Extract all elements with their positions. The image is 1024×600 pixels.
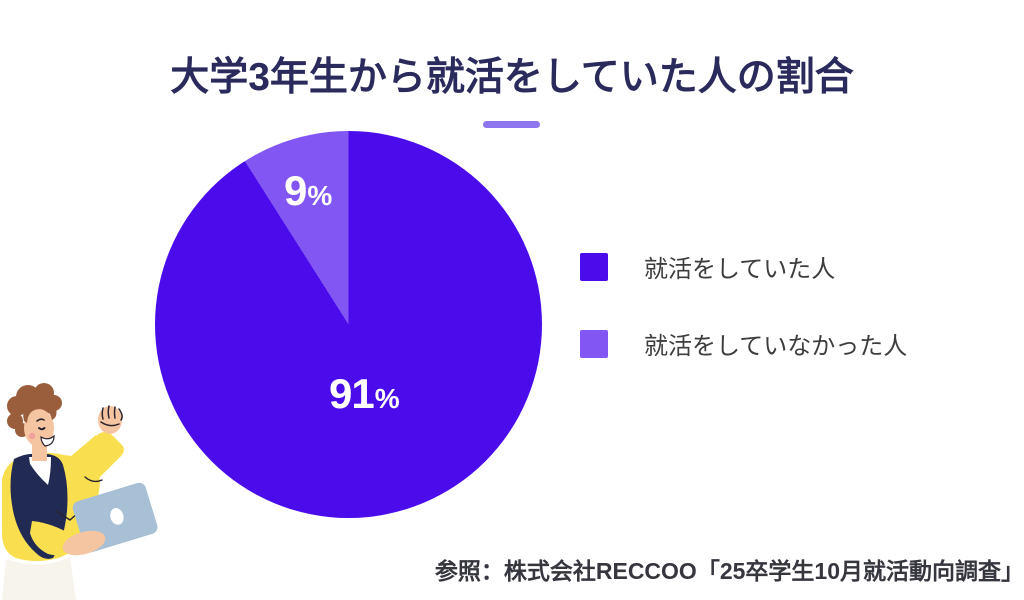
- pie-chart: [155, 131, 542, 518]
- hand: [62, 530, 106, 556]
- title-underline: [483, 121, 540, 128]
- sleeve-crease: [84, 476, 103, 483]
- legend-label-1: 就活をしていなかった人: [644, 333, 908, 360]
- legend: 就活をしていた人 就活をしていなかった人: [580, 249, 907, 403]
- legend-item-1: 就活をしていなかった人: [580, 326, 907, 361]
- eye: [38, 427, 46, 431]
- smile: [40, 434, 55, 447]
- hair-front: [23, 398, 57, 423]
- pie-unit-big: %: [374, 383, 400, 414]
- pants: [2, 557, 76, 600]
- eyebrow: [36, 418, 45, 422]
- person-illustration: [2, 383, 158, 600]
- pie-value-small: 9: [284, 167, 307, 214]
- pie-label-small: 9%: [284, 170, 332, 212]
- pie-value-big: 91: [329, 370, 375, 417]
- legend-swatch-1: [580, 329, 608, 358]
- fist: [98, 405, 123, 434]
- page-title: 大学3年生から就活をしていた人の割合: [170, 56, 854, 99]
- pie-label-big: 91%: [329, 373, 400, 415]
- shirt: [29, 457, 51, 485]
- source-citation: 参照：株式会社RECCOO「25卒学生10月就活動向調査」: [434, 558, 1024, 584]
- legend-item-0: 就活をしていた人: [580, 249, 907, 284]
- legend-swatch-0: [580, 252, 608, 281]
- raised-arm-sleeve: [58, 432, 124, 495]
- legend-label-0: 就活をしていた人: [644, 256, 836, 283]
- pie-unit-small: %: [307, 180, 333, 211]
- blush: [28, 432, 36, 440]
